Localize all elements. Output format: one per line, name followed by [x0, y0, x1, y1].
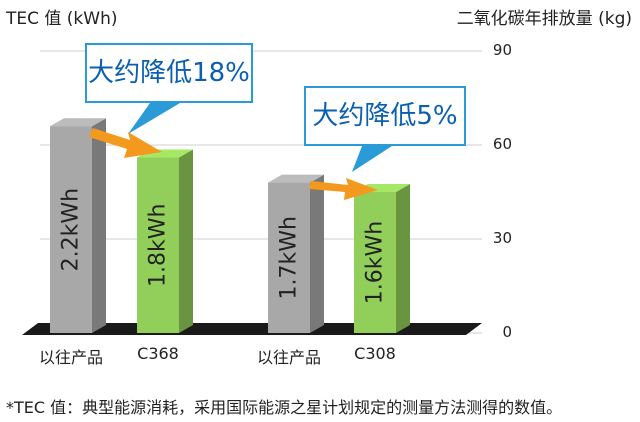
footnote: *TEC 值：典型能源消耗，采用国际能源之星计划规定的测量方法测得的数值。: [6, 398, 563, 417]
bar-top: [50, 118, 106, 127]
reduction-arrow: [309, 178, 378, 200]
bar: [137, 157, 179, 333]
category-label: C308: [354, 344, 396, 363]
bar-top: [268, 174, 324, 183]
left-axis-title: TEC 值 (kWh): [6, 9, 118, 29]
y-tick-label: 90: [492, 41, 512, 59]
reduction-arrow: [89, 128, 162, 158]
category-label: C368: [137, 344, 179, 363]
y-tick-label: 60: [492, 135, 512, 153]
bar-value-label: 1.6kWh: [363, 221, 388, 304]
right-axis-title: 二氧化碳年排放量 (kg): [456, 9, 632, 29]
bar-side: [92, 118, 106, 333]
bar-value-label: 1.7kWh: [277, 216, 302, 299]
reduction-callout: 大约降低18%: [85, 43, 253, 103]
bar-side: [310, 174, 324, 333]
callout-pointer: [128, 103, 180, 134]
bar: [268, 182, 310, 333]
category-label: 以往产品: [256, 348, 321, 367]
bar: [354, 192, 396, 333]
category-label: 以往产品: [38, 348, 103, 367]
callout-pointer: [352, 146, 392, 172]
reduction-callout: 大约降低5%: [304, 86, 466, 146]
bar: [50, 126, 92, 333]
bar-value-label: 1.8kWh: [146, 204, 171, 287]
y-tick-label: 30: [492, 229, 512, 247]
bar-side: [396, 184, 410, 333]
bar-value-label: 2.2kWh: [59, 188, 84, 271]
bar-side: [179, 149, 193, 333]
y-tick-label: 0: [502, 323, 512, 341]
